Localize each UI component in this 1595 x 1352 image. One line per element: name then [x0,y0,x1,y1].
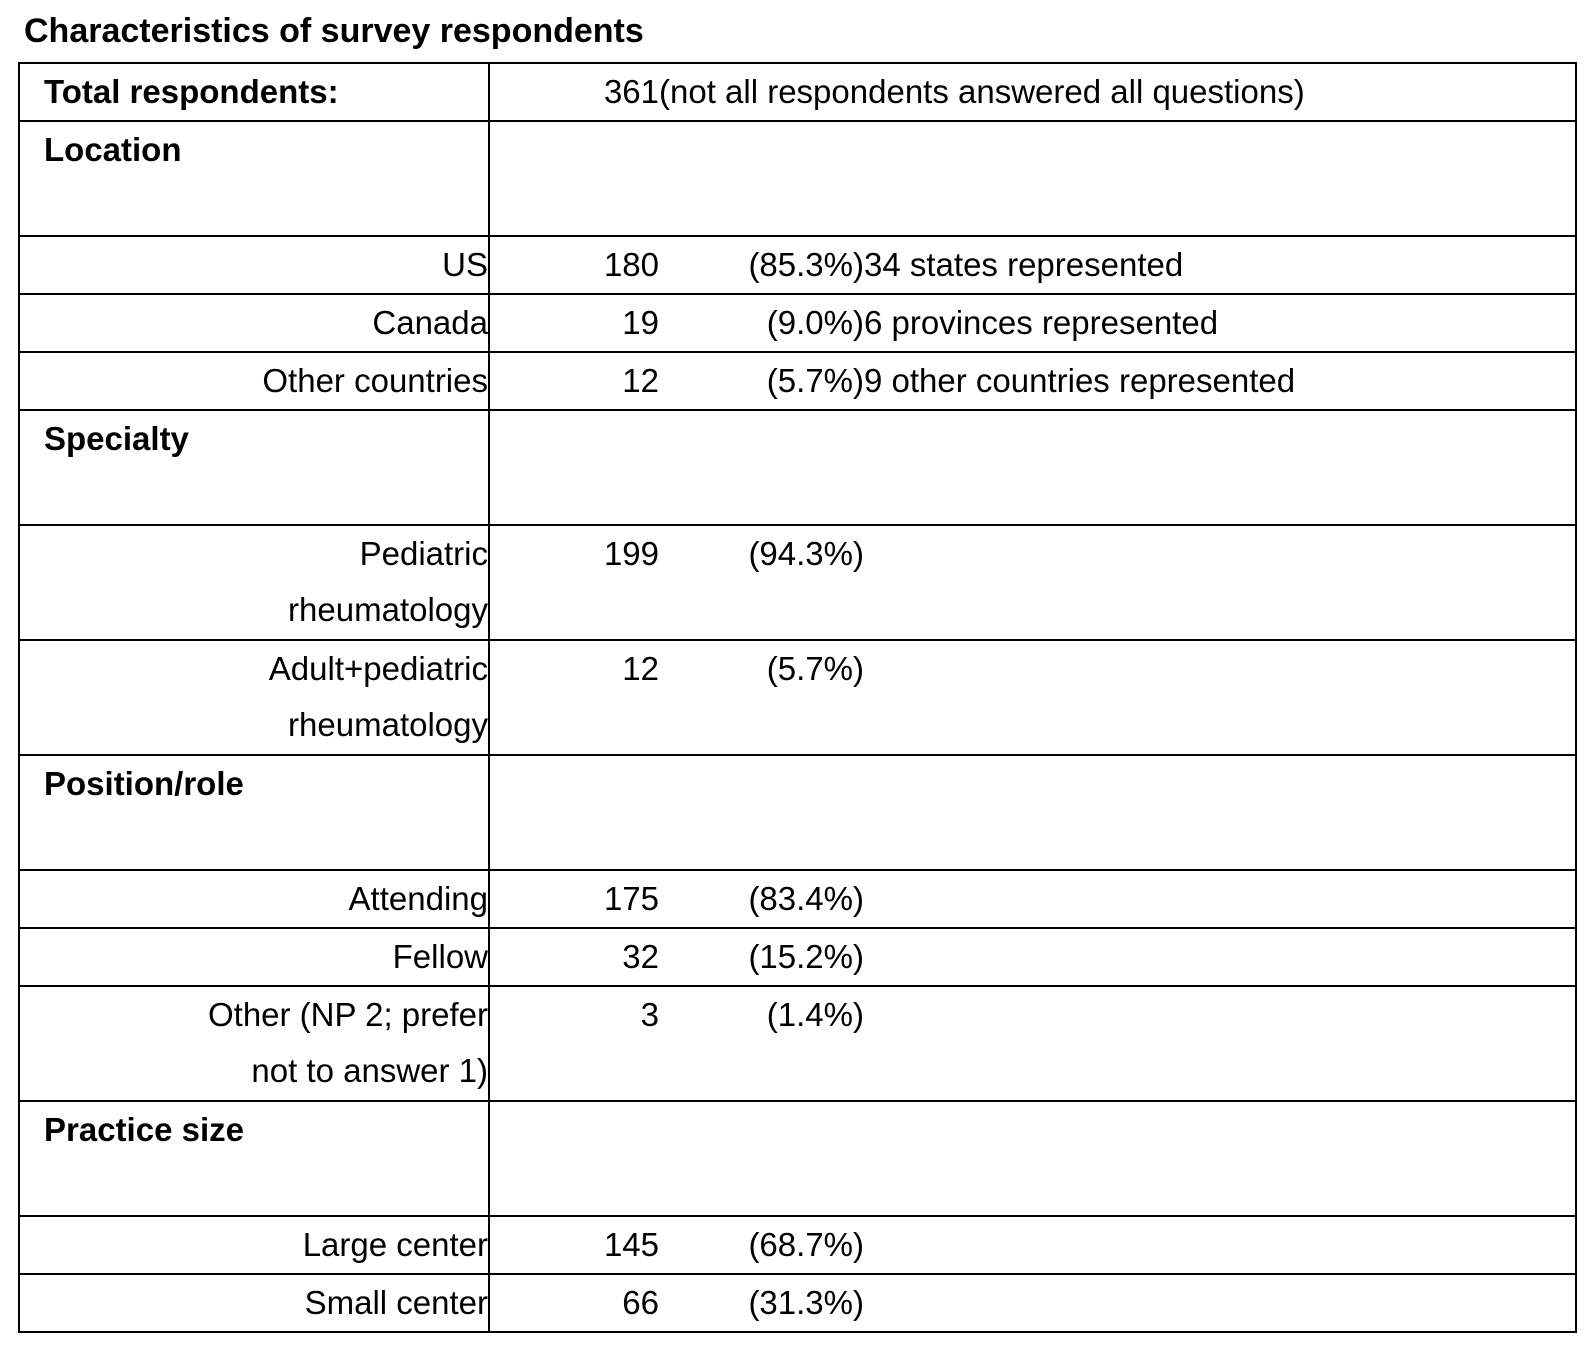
row-label: Pediatric rheumatology [19,524,490,640]
table-row: Canada 19 (9.0%) 6 provinces represented [19,293,1576,352]
table-row: Fellow 32 (15.2%) [19,927,1576,986]
row-note [864,869,1576,928]
section-header-row: Position/role [19,754,1576,870]
row-percent: (5.7%) [659,639,864,755]
section-header-label: Specialty [19,409,490,525]
row-count: 66 [489,1273,659,1332]
row-count: 32 [489,927,659,986]
empty-cell [489,1100,1576,1216]
row-count: 199 [489,524,659,640]
row-percent: (1.4%) [659,985,864,1101]
table-row: Other (NP 2; prefer not to answer 1) 3 (1.… [19,985,1576,1101]
table-row: Large center 145 (68.7%) [19,1215,1576,1274]
page-title: Characteristics of survey respondents [24,12,644,50]
section-header-row: Location [19,120,1576,236]
row-percent: (85.3%) [659,235,864,294]
row-percent: (9.0%) [659,293,864,352]
row-note: 6 provinces represented [864,293,1576,352]
row-note [864,1273,1576,1332]
table-body: Total respondents: 361 (not all responde… [19,62,1576,1332]
row-count: 19 [489,293,659,352]
total-row: Total respondents: 361 (not all responde… [19,62,1576,121]
row-note: 9 other countries represented [864,351,1576,410]
table-row: Pediatric rheumatology 199 (94.3%) [19,524,1576,640]
section-header-label: Location [19,120,490,236]
characteristics-table: Total respondents: 361 (not all responde… [18,62,1577,1333]
table-row: US 180 (85.3%) 34 states represented [19,235,1576,294]
row-note [864,927,1576,986]
row-note [864,1215,1576,1274]
total-respondents-note: (not all respondents answered all questi… [659,62,1576,121]
row-note [864,524,1576,640]
row-count: 12 [489,639,659,755]
row-count: 180 [489,235,659,294]
row-note [864,639,1576,755]
row-label: Other (NP 2; prefer not to answer 1) [19,985,490,1101]
row-percent: (31.3%) [659,1273,864,1332]
row-percent: (83.4%) [659,869,864,928]
empty-cell [489,754,1576,870]
empty-cell [489,120,1576,236]
row-percent: (68.7%) [659,1215,864,1274]
row-count: 3 [489,985,659,1101]
table-row: Other countries 12 (5.7%) 9 other countries… [19,351,1576,410]
row-label: Fellow [19,927,490,986]
section-header-row: Specialty [19,409,1576,525]
row-note: 34 states represented [864,235,1576,294]
row-note [864,985,1576,1101]
row-percent: (5.7%) [659,351,864,410]
row-count: 12 [489,351,659,410]
empty-cell [489,409,1576,525]
row-percent: (15.2%) [659,927,864,986]
row-count: 175 [489,869,659,928]
row-label: Small center [19,1273,490,1332]
table-row: Adult+pediatric rheumatology 12 (5.7%) [19,639,1576,755]
section-header-row: Practice size [19,1100,1576,1216]
row-percent: (94.3%) [659,524,864,640]
total-respondents-label: Total respondents: [19,62,490,121]
total-respondents-count: 361 [489,62,659,121]
section-header-label: Practice size [19,1100,490,1216]
row-label: Attending [19,869,490,928]
row-label: Large center [19,1215,490,1274]
row-label: Canada [19,293,490,352]
row-label: Other countries [19,351,490,410]
table-row: Attending 175 (83.4%) [19,869,1576,928]
row-count: 145 [489,1215,659,1274]
row-label: Adult+pediatric rheumatology [19,639,490,755]
table-row: Small center 66 (31.3%) [19,1273,1576,1332]
section-header-label: Position/role [19,754,490,870]
row-label: US [19,235,490,294]
